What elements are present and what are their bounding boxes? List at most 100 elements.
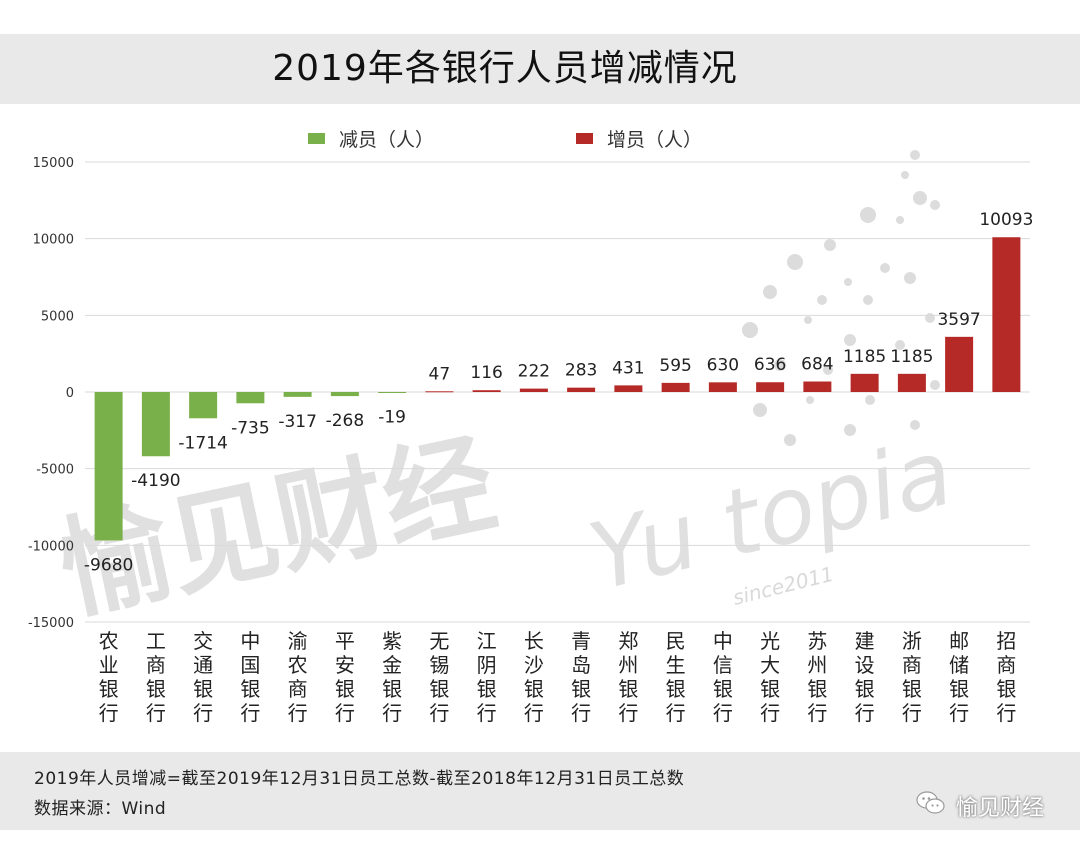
x-tick-label: 郑州银行 xyxy=(618,629,638,725)
watermark-dot xyxy=(880,263,890,273)
data-label: -4190 xyxy=(131,471,180,491)
data-label: -268 xyxy=(326,411,365,431)
watermark-dot xyxy=(910,150,920,160)
watermark-dot xyxy=(844,424,856,436)
x-axis: 农业银行 工商银行 交通银行 中国银行 渝农商行 平安银行 紫金银行 无锡银行 江阴银行 长沙银行… xyxy=(99,629,1017,725)
y-tick-label: -5000 xyxy=(36,463,74,478)
x-tick-label: 光大银行 xyxy=(760,629,780,725)
bar xyxy=(897,373,926,392)
bar xyxy=(567,387,596,392)
watermark-dot xyxy=(824,239,836,251)
watermark-dot xyxy=(865,395,875,405)
bar xyxy=(236,392,265,404)
watermark-dot xyxy=(913,191,927,205)
watermark-dot xyxy=(910,420,920,430)
x-tick-label: 中信银行 xyxy=(713,629,733,725)
x-tick-label: 无锡银行 xyxy=(429,629,449,725)
legend-swatch-increase xyxy=(576,133,593,144)
x-tick-label: 交通银行 xyxy=(193,629,213,725)
x-tick-label: 青岛银行 xyxy=(571,629,591,725)
y-tick-label: 0 xyxy=(66,386,74,401)
legend-item-decrease: 减员（人） xyxy=(308,125,434,152)
watermark-dot xyxy=(863,295,873,305)
watermark-dot xyxy=(817,295,827,305)
legend-label-decrease: 减员（人） xyxy=(339,129,435,151)
data-label: 10093 xyxy=(979,210,1033,230)
x-tick-label: 浙商银行 xyxy=(902,629,922,725)
watermark-dot xyxy=(823,365,833,375)
data-label: 684 xyxy=(801,355,833,375)
y-tick-label: 10000 xyxy=(33,233,74,248)
grid xyxy=(85,161,1030,623)
data-label: 116 xyxy=(470,363,502,383)
watermark-dot xyxy=(930,200,940,210)
y-tick-label: -15000 xyxy=(28,616,74,631)
bar xyxy=(708,382,737,392)
watermark: 愉见财经 Yu topia since2011 xyxy=(49,150,962,635)
bar xyxy=(425,391,454,393)
watermark-dot xyxy=(742,322,758,338)
data-label: -735 xyxy=(231,418,270,438)
watermark-dot xyxy=(904,272,916,284)
data-labels: -9680 -4190 -1714-735 -317 -268 -19 47 116 222 28… xyxy=(84,210,1034,575)
watermark-dot xyxy=(895,340,905,350)
bar xyxy=(94,392,123,541)
bar xyxy=(189,392,218,419)
x-tick-label: 紫金银行 xyxy=(382,629,402,725)
watermark-dot xyxy=(896,216,904,224)
watermark-dots xyxy=(742,150,940,446)
x-tick-label: 中国银行 xyxy=(240,629,260,725)
bar xyxy=(756,382,785,392)
x-tick-label: 建设银行 xyxy=(855,629,875,725)
footer: 2019年人员增减=截至2019年12月31日员工总数-截至2018年12月31… xyxy=(0,752,1080,830)
watermark-dot xyxy=(804,316,812,324)
bar xyxy=(141,392,170,457)
legend-swatch-decrease xyxy=(308,133,325,144)
y-axis: 15000 10000 5000 0 -5000 -10000 -15000 xyxy=(28,156,74,631)
y-tick-label: -10000 xyxy=(28,539,74,554)
x-tick-label: 江阴银行 xyxy=(477,629,497,725)
watermark-dot xyxy=(787,254,803,270)
y-tick-label: 15000 xyxy=(33,156,74,171)
watermark-dot xyxy=(901,171,909,179)
data-label: 595 xyxy=(659,356,691,376)
x-tick-label: 长沙银行 xyxy=(524,629,544,725)
bar xyxy=(850,373,879,392)
watermark-dot xyxy=(844,278,852,286)
data-label: 630 xyxy=(707,355,739,375)
data-label: -19 xyxy=(378,407,406,427)
data-label: -317 xyxy=(278,412,317,432)
bar xyxy=(661,382,690,392)
wechat-icon xyxy=(916,790,946,822)
x-tick-label: 农业银行 xyxy=(99,629,119,725)
bar xyxy=(614,385,643,392)
data-label: 636 xyxy=(754,355,786,375)
data-label: 1185 xyxy=(890,347,933,367)
data-label: 222 xyxy=(518,362,550,382)
watermark-dot xyxy=(753,403,767,417)
watermark-dot xyxy=(763,285,777,299)
bar xyxy=(803,381,832,392)
watermark-dot xyxy=(930,380,940,390)
legend-label-increase: 增员（人） xyxy=(607,129,703,151)
bar xyxy=(378,392,407,393)
y-tick-label: 5000 xyxy=(41,309,74,324)
watermark-dot xyxy=(925,313,935,323)
bar xyxy=(472,390,501,392)
data-label: 3597 xyxy=(937,310,980,330)
data-label: 431 xyxy=(612,358,644,378)
x-tick-label: 民生银行 xyxy=(666,629,686,725)
bar xyxy=(330,392,359,397)
data-label: -9680 xyxy=(84,555,133,575)
data-label: 47 xyxy=(429,364,451,384)
bar xyxy=(283,392,312,397)
bar xyxy=(992,237,1021,392)
watermark-dot xyxy=(784,434,796,446)
x-tick-label: 平安银行 xyxy=(335,629,355,725)
data-label: 283 xyxy=(565,361,597,381)
footer-source: 数据来源：Wind xyxy=(34,799,167,819)
brand-badge: 愉见财经 xyxy=(916,790,1044,822)
title-bar: 2019年各银行人员增减情况 xyxy=(0,34,1080,104)
watermark-dot xyxy=(774,359,786,371)
